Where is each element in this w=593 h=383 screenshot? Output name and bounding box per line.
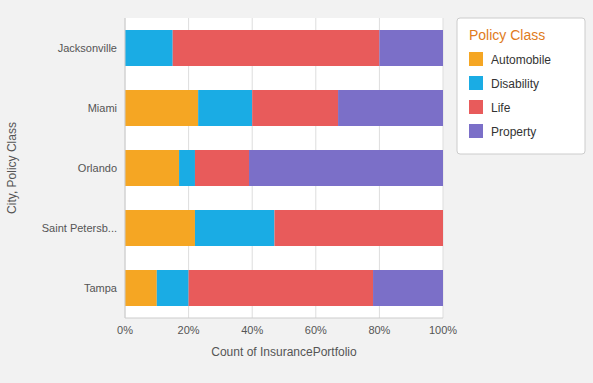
y-tick-label: Miami — [88, 102, 117, 114]
y-tick-label: Jacksonville — [58, 42, 117, 54]
plot-area — [125, 18, 443, 318]
bar-segment — [125, 210, 195, 246]
y-tick-label: Saint Petersb... — [42, 222, 117, 234]
legend-entry: Life — [491, 101, 511, 115]
x-tick-label: 80% — [368, 324, 390, 336]
bar-segment — [179, 150, 195, 186]
x-tick-label: 20% — [178, 324, 200, 336]
x-tick-label: 100% — [429, 324, 457, 336]
legend-swatch — [469, 124, 483, 138]
x-axis-line — [125, 318, 443, 319]
bar-segment — [198, 90, 252, 126]
bar-segment — [125, 90, 198, 126]
bar-segment — [379, 30, 443, 66]
y-axis-title: City, Policy Class — [5, 122, 19, 214]
bar-segment — [274, 210, 443, 246]
legend-entry: Property — [491, 125, 536, 139]
bar-segment — [443, 210, 444, 246]
bar-segment — [252, 90, 338, 126]
legend-swatch — [469, 76, 483, 90]
bar-segment — [125, 270, 157, 306]
y-tick-label: Tampa — [84, 282, 118, 294]
legend-frame — [457, 18, 585, 154]
bar-segment — [125, 150, 179, 186]
bar-segment — [173, 30, 380, 66]
bar-segment — [249, 150, 443, 186]
x-tick-label: 60% — [305, 324, 327, 336]
x-tick-label: 0% — [117, 324, 133, 336]
bar-segment — [373, 270, 443, 306]
bar-segment — [125, 30, 173, 66]
y-tick-label: Orlando — [78, 162, 117, 174]
legend-title: Policy Class — [469, 27, 545, 43]
bar-segment — [338, 90, 443, 126]
y-axis-line — [125, 18, 126, 318]
grid — [125, 18, 443, 318]
background — [0, 0, 593, 383]
bar-segment — [189, 270, 373, 306]
legend-entry: Disability — [491, 77, 539, 91]
legend: Policy Class Automobile Disability Life Prop… — [457, 18, 585, 154]
bar-segment — [195, 210, 275, 246]
grid-line — [125, 18, 126, 318]
legend-swatch — [469, 52, 483, 66]
bars — [125, 30, 443, 306]
chart: 0% 20% 40% 60% 80% 100% Tampa Saint Petersb... O… — [0, 0, 593, 383]
bar-segment — [195, 150, 249, 186]
legend-swatch — [469, 100, 483, 114]
x-tick-label: 40% — [241, 324, 263, 336]
legend-entry: Automobile — [491, 53, 551, 67]
bar-segment — [157, 270, 189, 306]
x-axis-title: Count of InsurancePortfolio — [211, 345, 357, 359]
